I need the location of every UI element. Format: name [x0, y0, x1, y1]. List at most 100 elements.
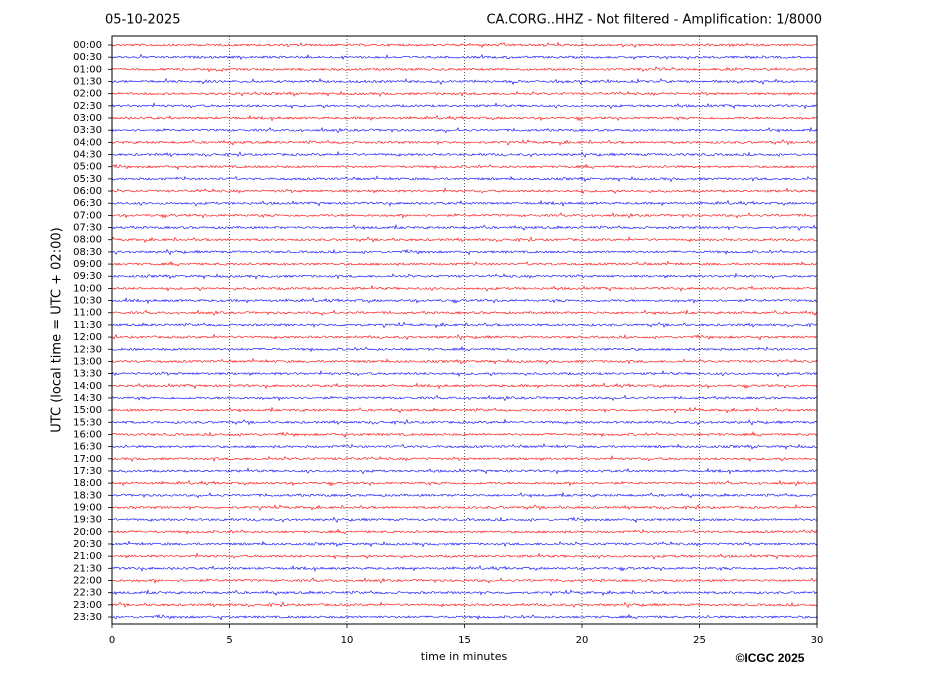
trace [111, 53, 818, 61]
y-tick-label: 16:00 [73, 429, 102, 440]
y-tick-label: 23:30 [73, 612, 102, 623]
trace [111, 309, 818, 317]
y-tick-label: 11:00 [73, 308, 102, 319]
trace [111, 297, 818, 305]
plot-frame [111, 35, 818, 625]
trace [111, 491, 818, 499]
y-tick-label: 14:30 [73, 393, 102, 404]
trace [111, 321, 818, 329]
x-tick-label: 15 [458, 635, 471, 646]
trace [111, 272, 818, 280]
y-tick-label: 02:30 [73, 101, 102, 112]
y-tick-label: 08:00 [73, 235, 102, 246]
y-tick-label: 03:30 [73, 125, 102, 136]
trace [111, 284, 818, 292]
trace [111, 77, 818, 85]
trace [111, 345, 818, 353]
credit: ©ICGC 2025 [736, 651, 805, 665]
chart-title: CA.CORG..HHZ - Not filtered - Amplificat… [486, 13, 822, 28]
trace [111, 406, 818, 414]
y-tick-label: 19:30 [73, 515, 102, 526]
y-tick-label: 00:30 [73, 52, 102, 63]
trace [111, 163, 818, 171]
y-tick-label: 17:00 [73, 454, 102, 465]
y-tick-label: 20:00 [73, 527, 102, 538]
y-tick-label: 00:00 [73, 40, 102, 51]
trace [111, 589, 818, 597]
y-tick-label: 10:30 [73, 296, 102, 307]
x-tick-label: 10 [341, 635, 354, 646]
trace [111, 394, 818, 402]
y-tick-label: 16:30 [73, 442, 102, 453]
trace [111, 528, 818, 535]
trace [111, 187, 818, 195]
trace [111, 150, 818, 158]
y-tick-label: 20:30 [73, 539, 102, 550]
trace [111, 467, 818, 475]
trace [111, 479, 818, 487]
trace [111, 382, 818, 390]
y-tick-label: 01:30 [73, 77, 102, 88]
y-tick-label: 21:00 [73, 551, 102, 562]
y-tick-label: 18:30 [73, 490, 102, 501]
y-tick-label: 11:30 [73, 320, 102, 331]
trace [111, 443, 818, 450]
trace [111, 418, 818, 426]
trace [111, 236, 818, 244]
y-tick-label: 13:30 [73, 369, 102, 380]
trace [111, 175, 818, 183]
trace [111, 212, 818, 219]
y-tick-label: 22:30 [73, 588, 102, 599]
trace [111, 552, 818, 560]
x-tick-label: 25 [693, 635, 706, 646]
trace [111, 357, 818, 365]
y-tick-label: 04:30 [73, 150, 102, 161]
trace [111, 126, 818, 134]
trace [111, 114, 818, 122]
trace [111, 102, 818, 110]
y-tick-label: 18:00 [73, 478, 102, 489]
trace [111, 41, 818, 49]
y-tick-label: 09:30 [73, 271, 102, 282]
trace [111, 199, 818, 207]
y-tick-label: 10:00 [73, 283, 102, 294]
y-tick-label: 13:00 [73, 356, 102, 367]
trace [111, 577, 818, 584]
y-tick-label: 12:00 [73, 332, 102, 343]
x-tick-label: 5 [226, 635, 232, 646]
y-tick-label: 17:30 [73, 466, 102, 477]
trace [111, 139, 818, 146]
y-tick-label: 05:30 [73, 174, 102, 185]
y-tick-label: 03:00 [73, 113, 102, 124]
y-tick-label: 14:00 [73, 381, 102, 392]
trace [111, 613, 818, 621]
y-tick-label: 12:30 [73, 344, 102, 355]
y-tick-label: 23:00 [73, 600, 102, 611]
x-axis-label: time in minutes [421, 650, 508, 663]
y-tick-label: 04:00 [73, 137, 102, 148]
y-tick-label: 06:00 [73, 186, 102, 197]
y-tick-label: 07:30 [73, 223, 102, 234]
y-tick-label: 09:00 [73, 259, 102, 270]
trace [111, 516, 818, 524]
y-axis-label: UTC (local time = UTC + 02:00) [50, 227, 65, 432]
trace [111, 503, 818, 511]
y-tick-label: 06:30 [73, 198, 102, 209]
y-tick-label: 15:00 [73, 405, 102, 416]
y-tick-label: 15:30 [73, 417, 102, 428]
y-tick-label: 21:30 [73, 563, 102, 574]
y-tick-label: 19:00 [73, 502, 102, 513]
x-tick-label: 0 [109, 635, 115, 646]
trace [111, 540, 818, 548]
trace [111, 333, 818, 341]
trace [111, 224, 818, 231]
trace [111, 564, 818, 572]
trace [111, 260, 818, 267]
x-tick-label: 30 [811, 635, 824, 646]
y-tick-label: 01:00 [73, 64, 102, 75]
trace [111, 66, 818, 73]
y-tick-label: 07:00 [73, 210, 102, 221]
